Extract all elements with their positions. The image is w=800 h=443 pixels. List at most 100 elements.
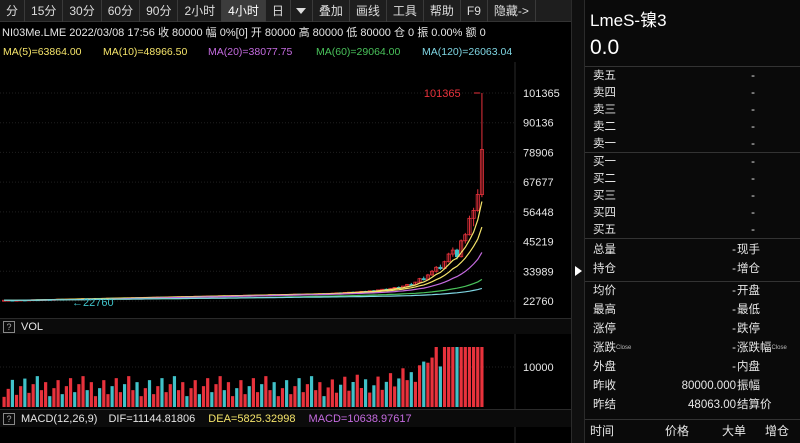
bid-row: 买四 - [593,205,793,222]
volume-bar [442,347,447,407]
volume-bar [143,388,147,407]
stat-label: 外盘 [593,361,616,373]
ask-label: 卖四 [593,87,616,99]
chevron-down-icon [296,7,307,14]
vol-label: VOL [21,321,44,333]
stat-row: 持仓 - 增仓 [593,260,798,279]
volume-bar [309,376,314,407]
bid-value: - [751,224,755,236]
divider [585,152,800,153]
volume-bar [64,386,69,407]
macd-dea-value: DEA=5825.32998 [208,413,296,425]
bid-label: 买五 [593,224,616,236]
stat-label: 持仓 [593,263,616,275]
stat-value: - [732,323,736,335]
volume-bar [226,382,231,407]
bid-label: 买二 [593,173,616,185]
tool-button-5[interactable]: 隐藏-> [488,0,536,22]
volume-bar [276,396,280,407]
stat-label-2: 现手 [737,244,760,256]
volume-bar [409,372,413,407]
stat-row: 最高 - 最低 [593,301,798,320]
expand-arrow-icon[interactable] [575,266,582,276]
period-button-0[interactable]: 分 [0,0,26,22]
candle-body [446,253,451,263]
stat-label-2: 跌停 [737,323,760,335]
stat-label-2: 最低 [737,304,760,316]
macd-value: MACD=10638.97617 [308,413,412,425]
ask-value: - [751,138,755,150]
volume-bar [347,390,351,407]
divider [585,238,800,239]
stat-label-2: 振幅 [737,380,760,392]
ask-row: 卖一 - [593,136,793,153]
col-price: 价格 [665,424,690,438]
volume-bar [168,384,172,407]
period-button-4[interactable]: 90分 [140,0,179,22]
period-toolbar: 分 15分 30分 60分 90分 2小时 4小时日 叠加 画线 工具 帮助 F9 隐藏-> [0,0,571,22]
candle-body [430,270,435,276]
volume-bar [297,378,301,407]
volume-bar [293,386,297,407]
macd-help-button[interactable]: ? [3,413,15,426]
volume-bar [77,384,81,407]
stat-label: 涨停 [593,323,616,335]
volume-bar [147,380,152,407]
kline-chart[interactable]: 101365 90136 78906 67677 56448 45219 33989 2276… [0,0,571,443]
volume-bar [339,384,343,407]
volume-bar [2,396,6,407]
period-button-7[interactable]: 日 [266,0,291,22]
tool-button-0[interactable]: 叠加 [313,0,350,22]
stat-label-2: 涨跌幅Close [737,342,787,354]
tool-button-4[interactable]: F9 [461,0,488,22]
quote-info-line: NI03Me.LME 2022/03/08 17:56 收 80000 幅 0%… [2,27,486,39]
volume-bar [343,376,347,407]
candle-body [479,149,484,195]
candle-body [463,234,468,242]
stat-row: 涨跌Close - 涨跌幅Close [593,339,798,358]
stat-label-2: 开盘 [737,285,760,297]
bid-label: 买一 [593,156,616,168]
tool-button-1[interactable]: 画线 [350,0,387,22]
bid-label: 买三 [593,190,616,202]
candle-body [454,249,459,258]
bid-value: - [751,190,755,202]
period-button-6[interactable]: 4小时 [222,0,266,22]
period-dropdown-button[interactable] [291,0,313,22]
stat-row: 昨收 80000.000 振幅 [593,377,798,396]
bid-row: 买二 - [593,171,793,188]
price-axis-label: 90136 [523,118,554,130]
volume-bar [305,384,310,407]
volume-bar [264,376,268,407]
volume-bar [417,365,422,407]
ask-label: 卖二 [593,121,616,133]
volume-bar [397,378,401,407]
candle-body [467,217,472,236]
panel-collapse-bar[interactable] [571,0,585,443]
candle-body [434,266,439,272]
vol-help-button[interactable]: ? [3,321,15,334]
volume-bar [388,373,393,407]
volume-bar [27,392,31,407]
ask-row: 卖四 - [593,85,793,102]
ask-value: - [751,87,755,99]
period-button-2[interactable]: 30分 [63,0,102,22]
stat-row: 总量 - 现手 [593,241,798,260]
period-button-3[interactable]: 60分 [102,0,141,22]
volume-bar [243,394,247,407]
period-button-1[interactable]: 15分 [25,0,64,22]
volume-bar [434,347,438,407]
volume-bar [185,396,189,407]
volume-bar [463,347,467,407]
candle-body [421,278,426,281]
tool-button-3[interactable]: 帮助 [424,0,461,22]
volume-bar [156,386,160,407]
volume-bar [239,380,243,407]
period-button-5[interactable]: 2小时 [178,0,223,22]
tool-button-2[interactable]: 工具 [387,0,424,22]
stat-sup: Close [771,345,787,351]
price-axis-label: 67677 [523,177,554,189]
volume-bar [214,384,218,407]
price-axis-label: 22760 [523,296,554,308]
last-price: 0.0 [590,36,620,59]
